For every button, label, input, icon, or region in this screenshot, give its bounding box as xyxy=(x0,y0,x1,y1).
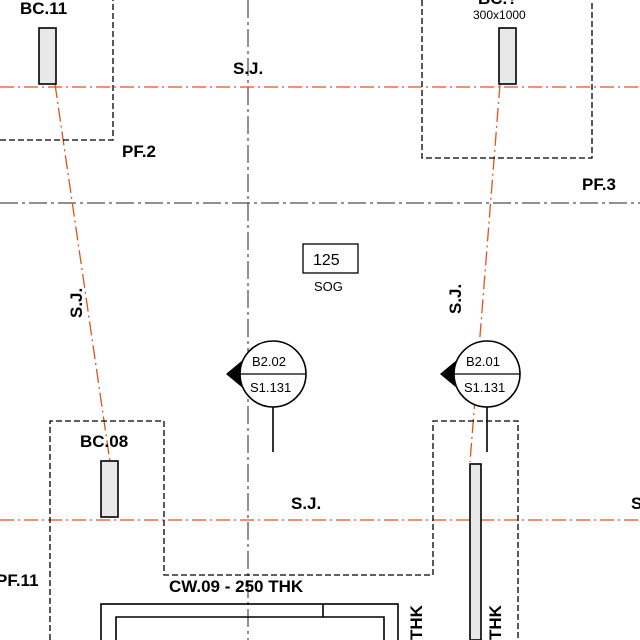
label-sj-top: S.J. xyxy=(233,59,263,78)
label-pf2: PF.2 xyxy=(122,142,156,161)
column-bc08 xyxy=(100,460,119,518)
label-cw09: CW.09 - 250 THK xyxy=(169,577,304,596)
section-1-sheet: S1.131 xyxy=(250,380,291,395)
pad-footings xyxy=(0,0,593,640)
pad-footing-pf3 xyxy=(421,0,593,159)
section-2-id: B2.01 xyxy=(466,354,500,369)
column-bottom-right xyxy=(469,463,482,640)
columns xyxy=(38,27,517,640)
slab-tag-box xyxy=(302,243,359,274)
sawcut-lines xyxy=(0,83,640,521)
label-thk-right: THK xyxy=(486,604,505,640)
section-1-id: B2.02 xyxy=(252,354,286,369)
label-sj-bottom: S.J. xyxy=(291,494,321,513)
section-2-sheet: S1.131 xyxy=(464,380,505,395)
label-sj-right: S.J. xyxy=(446,284,465,314)
wall-cw09 xyxy=(100,603,399,640)
pad-footing-pf2 xyxy=(0,0,114,141)
label-bc-top-right: BC.? xyxy=(478,0,518,8)
label-sj-bottom-right: S xyxy=(631,494,640,513)
section-marker-b2-01 xyxy=(440,340,521,452)
section-marker-b2-02 xyxy=(226,340,307,452)
label-slab-value: 125 xyxy=(313,252,340,269)
label-sj-left: S.J. xyxy=(67,288,86,318)
label-pf3: PF.3 xyxy=(582,175,616,194)
label-pf11: PF.11 xyxy=(0,571,39,590)
column-bc11 xyxy=(38,27,57,85)
label-column-size: 300x1000 xyxy=(473,8,526,22)
label-slab-type: SOG xyxy=(314,279,343,294)
column-top-right xyxy=(498,27,517,85)
label-bc08: BC.08 xyxy=(80,432,128,451)
strip-footing-outline xyxy=(49,420,519,640)
label-bc11: BC.11 xyxy=(20,0,67,18)
label-thk-left: THK xyxy=(407,604,426,640)
